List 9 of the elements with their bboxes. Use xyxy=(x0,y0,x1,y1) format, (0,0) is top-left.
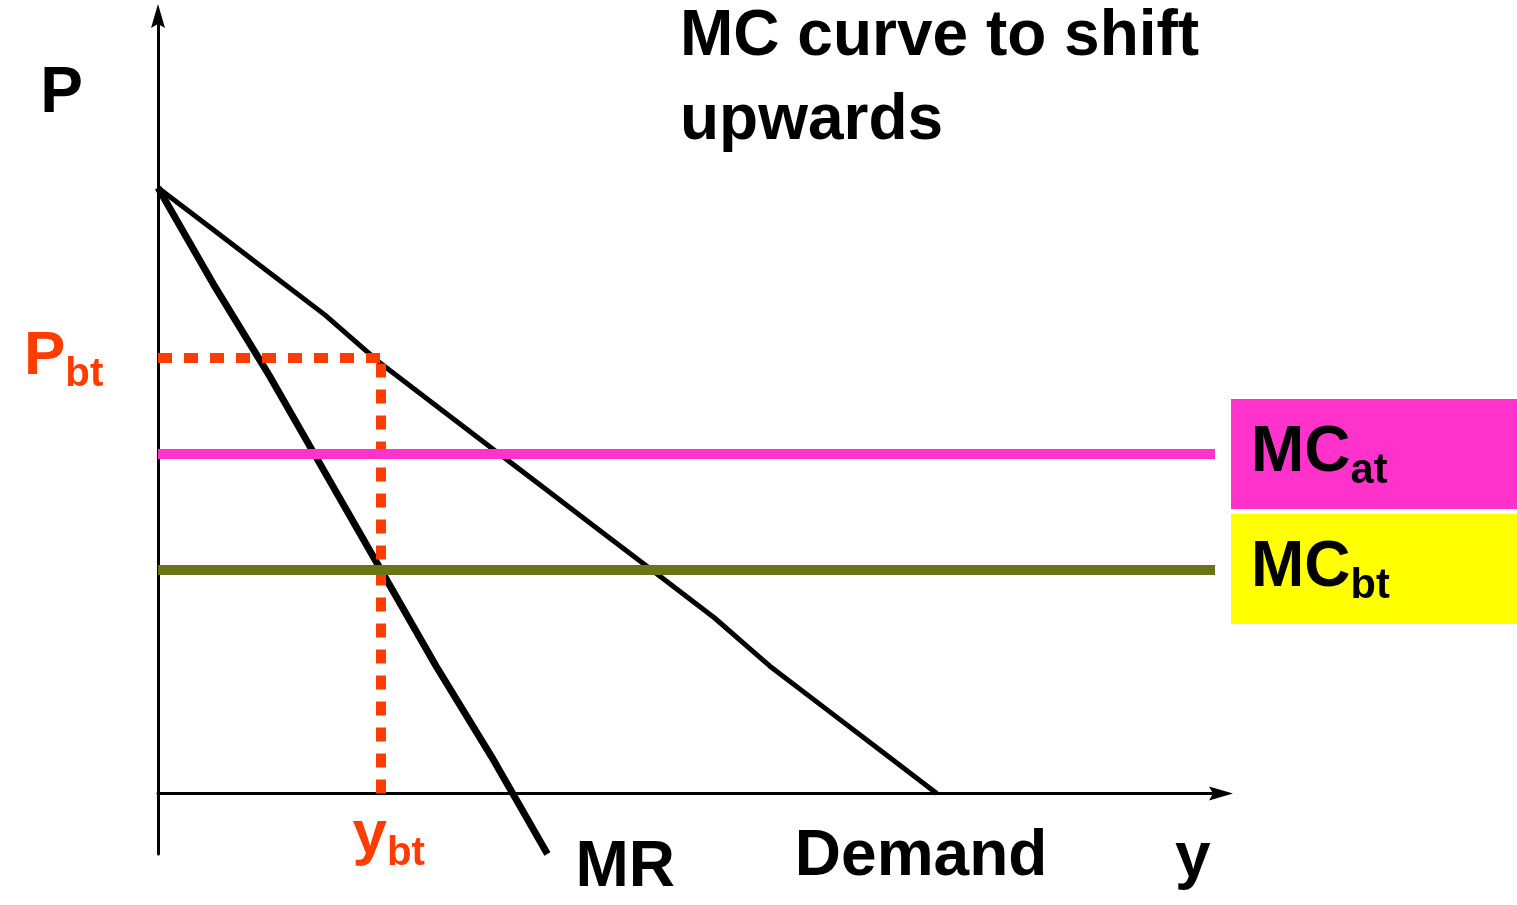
ref-line-label: P$_{bt}$ xyxy=(24,318,104,396)
chart-title: MC curve to shift upwards xyxy=(680,0,1217,153)
ref-line-label: MC$_{at}$ xyxy=(1231,399,1517,510)
annotation: y$_{bt}$ xyxy=(352,797,426,875)
x-axis-title: y xyxy=(1175,819,1211,892)
series-label: MR xyxy=(575,828,675,900)
series-label: Demand xyxy=(794,817,1048,890)
y-axis-title: P xyxy=(40,54,83,126)
ref-line-label: MC$_{bt}$ xyxy=(1231,514,1517,625)
